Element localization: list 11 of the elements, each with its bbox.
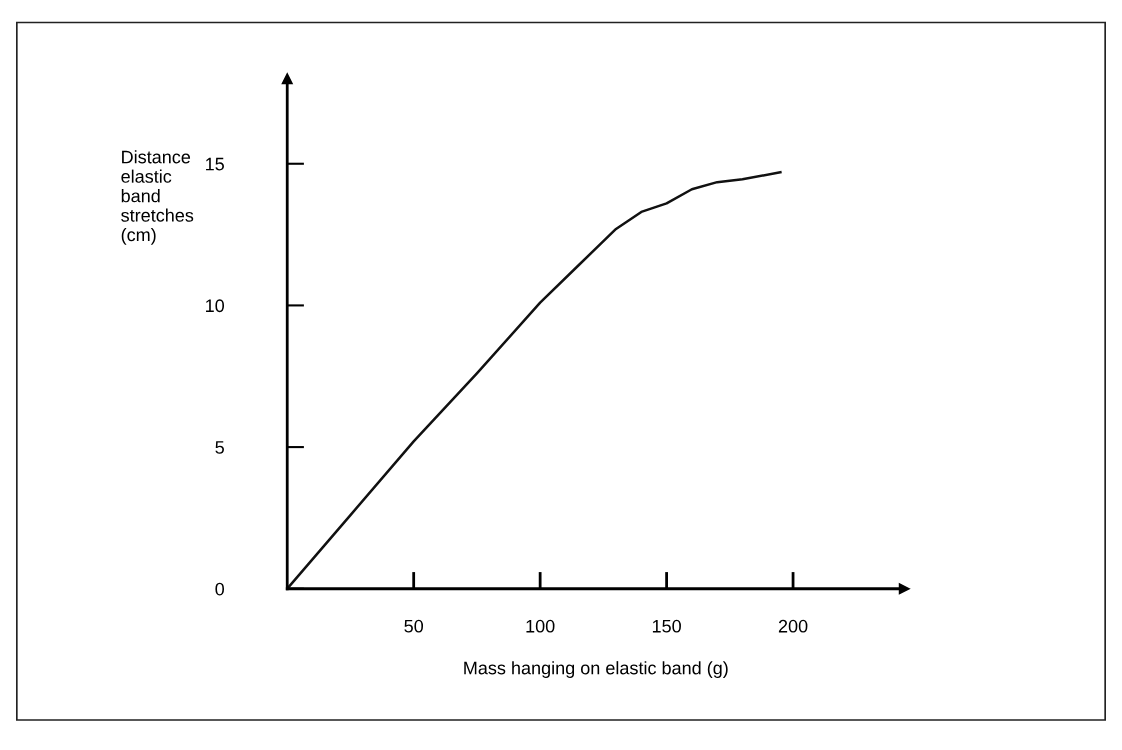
- x-tick-label: 100: [526, 619, 555, 633]
- y-axis-title: Distance elastic band stretches (cm): [121, 150, 194, 245]
- x-tick-label: 50: [404, 619, 424, 633]
- x-tick-label: 150: [652, 619, 681, 633]
- line-series: [287, 171, 782, 589]
- y-tick-label: 5: [215, 441, 224, 454]
- y-tick-label: 15: [206, 157, 224, 171]
- y-tick-label: 10: [206, 299, 225, 313]
- x-tick-label: 200: [778, 619, 808, 633]
- y-tick-label: 0: [215, 582, 225, 596]
- x-axis-title: Mass hanging on elastic band (g): [464, 661, 728, 678]
